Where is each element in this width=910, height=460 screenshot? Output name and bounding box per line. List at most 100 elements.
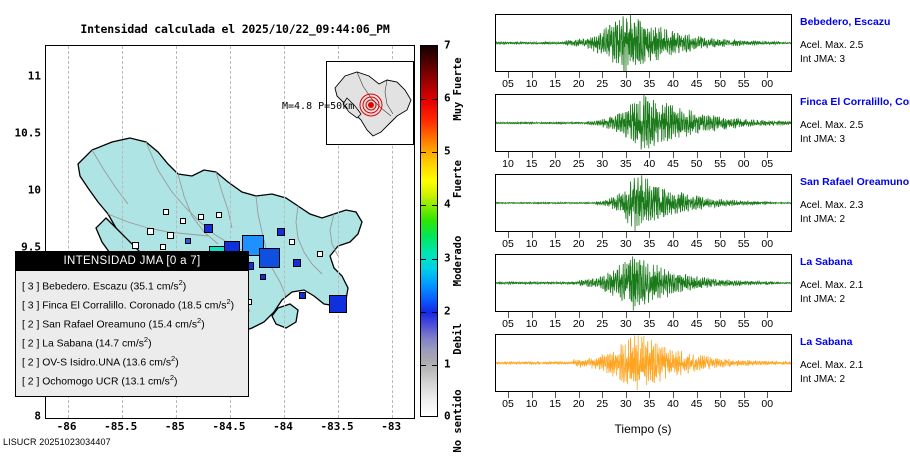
- axis-tick: [720, 72, 722, 78]
- axis-tick: [555, 312, 557, 318]
- axis-tick: [555, 72, 557, 78]
- waveform-x-axis: [495, 72, 792, 78]
- station-marker[interactable]: [132, 242, 139, 249]
- station-marker[interactable]: [185, 238, 191, 244]
- x-tick-label: -85.5: [104, 420, 138, 433]
- axis-tick-label: 05: [761, 158, 774, 170]
- waveform-x-axis: [495, 232, 792, 238]
- trace-station-name: La Sabana: [800, 256, 853, 268]
- axis-tick-label: 20: [572, 318, 585, 330]
- axis-tick: [743, 152, 745, 158]
- station-marker[interactable]: [204, 224, 213, 233]
- axis-tick-label: 05: [502, 398, 514, 410]
- legend-item-list: [ 3 ] Bebedero. Escazu (35.1 cm/s2) [ 3 …: [16, 271, 248, 396]
- axis-tick-label: 15: [549, 318, 561, 330]
- colorbar-tick-label: 0: [444, 409, 451, 423]
- trace-accel: Acel. Max. 2.5: [800, 40, 864, 51]
- axis-tick-label: 20: [549, 158, 561, 170]
- waveform-plot[interactable]: [495, 94, 792, 152]
- waveform-x-axis: [495, 312, 792, 318]
- station-marker[interactable]: [167, 232, 174, 239]
- x-axis-title: Tiempo (s): [614, 422, 672, 436]
- waveform-plot[interactable]: [495, 334, 792, 392]
- trace-info: Finca El Corralillo, Coro Acel. Max. 2.5…: [800, 96, 910, 145]
- axis-tick-label: 45: [690, 238, 703, 250]
- station-marker[interactable]: [317, 251, 323, 257]
- axis-tick: [767, 152, 769, 158]
- waveform-x-axis: [495, 392, 792, 398]
- axis-tick-label: 55: [737, 318, 750, 330]
- axis-tick-label: 50: [714, 318, 726, 330]
- axis-tick: [649, 232, 651, 238]
- axis-tick: [672, 312, 674, 318]
- axis-tick-label: 35: [643, 318, 656, 330]
- axis-tick: [743, 312, 745, 318]
- station-marker[interactable]: [216, 212, 222, 218]
- axis-tick-label: 25: [596, 398, 609, 410]
- seismogram-row: San Rafael Oreamuno Acel. Max. 2.3 Int J…: [470, 174, 910, 254]
- magnitude-depth-label: M=4.8 P=50km: [282, 101, 355, 112]
- axis-tick: [555, 392, 557, 398]
- waveform-x-axis: [495, 152, 792, 158]
- axis-tick: [531, 232, 533, 238]
- colorbar-tick-label: 4: [444, 197, 451, 211]
- station-marker[interactable]: [163, 209, 169, 215]
- legend-station: Ochomogo UCR: [42, 376, 119, 388]
- waveform-plot[interactable]: [495, 254, 792, 312]
- axis-tick: [696, 312, 698, 318]
- inset-locator-map[interactable]: [326, 61, 414, 145]
- legend-station: Finca El Corralillo. Coronado: [42, 300, 176, 312]
- station-marker[interactable]: [329, 295, 347, 313]
- axis-tick: [743, 232, 745, 238]
- axis-tick-label: 40: [667, 78, 679, 90]
- trace-accel: Acel. Max. 2.3: [800, 200, 864, 211]
- station-marker[interactable]: [260, 274, 266, 280]
- station-marker[interactable]: [299, 292, 306, 299]
- station-marker[interactable]: [277, 228, 285, 236]
- colorbar-gradient: [420, 45, 438, 417]
- trace-station-name: La Sabana: [800, 336, 853, 348]
- axis-tick: [507, 152, 509, 158]
- map-gridline-v: [392, 46, 394, 418]
- axis-tick-label: 20: [572, 78, 585, 90]
- axis-tick-label: 50: [714, 238, 726, 250]
- station-marker[interactable]: [293, 259, 301, 267]
- station-marker[interactable]: [242, 235, 264, 256]
- y-tick-label: 10.5: [14, 126, 42, 140]
- station-marker[interactable]: [198, 214, 204, 220]
- waveform-plot[interactable]: [495, 14, 792, 72]
- colorbar-category-label: Debil: [452, 323, 464, 355]
- x-tick-label: -83.5: [320, 420, 354, 433]
- colorbar-tick-label: 7: [444, 38, 451, 52]
- axis-tick: [696, 72, 698, 78]
- axis-tick-label: 35: [643, 78, 656, 90]
- station-marker[interactable]: [259, 248, 280, 268]
- axis-tick-label: 10: [525, 318, 538, 330]
- axis-tick: [720, 232, 722, 238]
- axis-tick: [578, 152, 580, 158]
- axis-tick: [531, 152, 533, 158]
- axis-tick: [767, 72, 769, 78]
- station-marker[interactable]: [160, 244, 166, 250]
- axis-tick-label: 30: [619, 318, 632, 330]
- legend-station: OV-S Isidro.UNA: [42, 357, 120, 369]
- waveform-trace: [496, 256, 791, 311]
- axis-tick: [578, 392, 580, 398]
- axis-tick: [672, 152, 674, 158]
- axis-tick-label: 30: [619, 238, 632, 250]
- axis-tick-label: 35: [619, 158, 632, 170]
- station-marker[interactable]: [289, 239, 295, 245]
- x-tick-label: -84: [273, 420, 293, 433]
- trace-accel: Acel. Max. 2.1: [800, 280, 864, 291]
- y-tick-label: 8: [34, 409, 41, 423]
- seismogram-panel: Bebedero, Escazu Acel. Max. 2.5 Int JMA:…: [470, 0, 910, 460]
- colorbar-tick-label: 1: [444, 357, 451, 371]
- station-marker[interactable]: [180, 218, 186, 224]
- axis-tick: [625, 72, 627, 78]
- trace-station-name: Finca El Corralillo, Coro: [800, 96, 910, 108]
- waveform-plot[interactable]: [495, 174, 792, 232]
- axis-tick: [507, 72, 509, 78]
- station-marker[interactable]: [147, 228, 154, 235]
- intensity-colorbar: 7 6 5 4 3 2 1 0 Muy Fuerte Fuerte Modera…: [420, 39, 470, 453]
- seismogram-row: La Sabana Acel. Max. 2.1 Int JMA: 2 05 10…: [470, 334, 910, 414]
